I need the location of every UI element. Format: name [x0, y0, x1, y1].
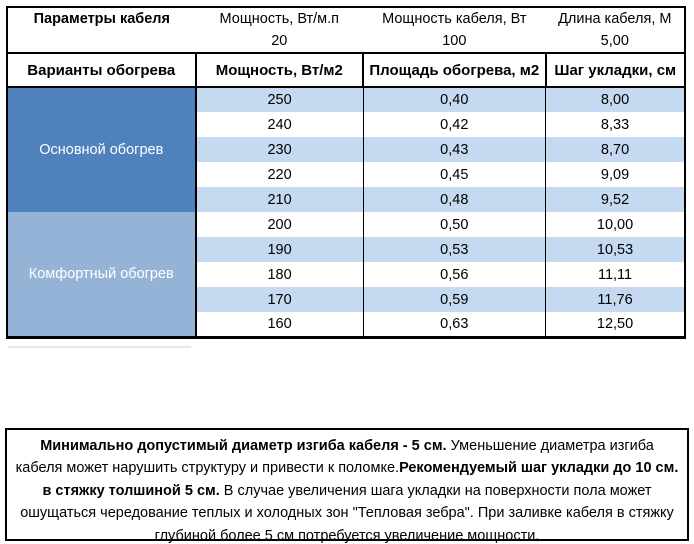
- cell-power: 170: [195, 287, 364, 312]
- note-segment-bold: Минимально допустимый диаметр изгиба каб…: [40, 438, 447, 454]
- cell-area: 0,45: [362, 162, 547, 187]
- cable-length-value: 5,00: [600, 33, 629, 49]
- table-row: 240 0,42 8,33: [7, 112, 686, 137]
- power-per-meter-header: Мощность, Вт/м.п: [219, 11, 340, 27]
- table-row: 180 0,56 11,11: [7, 262, 686, 287]
- power-per-meter-value: 20: [271, 33, 288, 49]
- cell-power: 200: [195, 212, 364, 237]
- header-power-density: Мощность, Вт/м2: [194, 52, 365, 88]
- cell-area: 0,56: [362, 262, 547, 287]
- cable-length-cell: Длина кабеля, М 5,00: [545, 7, 685, 54]
- cable-params-empty: [8, 30, 196, 52]
- table-row: 210 0,48 9,52: [7, 187, 686, 212]
- cell-power: 230: [195, 137, 364, 162]
- note-segment: В случае увеличения шага укладки на пове…: [20, 482, 674, 544]
- cable-params-cell: Параметры кабеля: [7, 7, 196, 54]
- cell-step: 10,53: [545, 237, 686, 262]
- cell-area: 0,63: [362, 312, 547, 337]
- note-block: Минимально допустимый диаметр изгиба каб…: [5, 428, 689, 544]
- cell-power: 210: [195, 187, 364, 212]
- group-label-comfort-heating: Комфортный обогрев: [6, 212, 197, 337]
- cell-area: 0,50: [362, 212, 547, 237]
- header-laying-step: Шаг укладки, см: [544, 52, 687, 88]
- header-heating-variants: Варианты обогрева: [6, 52, 197, 88]
- table-row: 170 0,59 11,76: [7, 287, 686, 312]
- table-row: 160 0,63 12,50: [7, 312, 686, 337]
- cable-params-row: Параметры кабеля Мощность, Вт/м.п 20 Мощ…: [7, 7, 685, 54]
- table-row: 220 0,45 9,09: [7, 162, 686, 187]
- cable-length-header: Длина кабеля, М: [558, 11, 672, 27]
- heating-cable-table: Параметры кабеля Мощность, Вт/м.п 20 Мощ…: [6, 6, 687, 339]
- power-per-meter-cell: Мощность, Вт/м.п 20: [195, 7, 364, 54]
- cell-step: 12,50: [545, 312, 686, 337]
- cell-step: 9,52: [545, 187, 686, 212]
- cell-power: 220: [195, 162, 364, 187]
- group-label-main-heating: Основной обогрев: [6, 87, 197, 212]
- column-header-row: Варианты обогрева Мощность, Вт/м2 Площад…: [6, 52, 687, 88]
- note-segment: Уменьшение диаметра изгиба кабеля может …: [15, 438, 654, 477]
- cell-area: 0,53: [362, 237, 547, 262]
- cell-area: 0,59: [362, 287, 547, 312]
- table-row: 230 0,43 8,70: [7, 137, 686, 162]
- cell-power: 250: [195, 87, 364, 112]
- cell-step: 8,00: [545, 87, 686, 112]
- cell-power: 160: [195, 312, 364, 337]
- cell-power: 180: [195, 262, 364, 287]
- cell-power: 190: [195, 237, 364, 262]
- header-heating-area: Площадь обогрева, м2: [362, 52, 547, 88]
- faint-divider-line: [8, 346, 191, 348]
- cell-area: 0,42: [362, 112, 547, 137]
- cell-step: 9,09: [545, 162, 686, 187]
- cable-power-value: 100: [442, 33, 467, 49]
- cable-power-header: Мощность кабеля, Вт: [382, 11, 527, 27]
- table-row: 190 0,53 10,53: [7, 237, 686, 262]
- cable-params-title: Параметры кабеля: [33, 11, 170, 27]
- table-row: Комфортный обогрев 200 0,50 10,00: [6, 212, 686, 337]
- cable-power-cell: Мощность кабеля, Вт 100: [363, 7, 546, 54]
- cell-area: 0,48: [362, 187, 547, 212]
- cell-step: 11,11: [545, 262, 686, 287]
- cell-power: 240: [195, 112, 364, 137]
- table-row: Основной обогрев 250 0,40 8,00: [6, 87, 686, 212]
- cell-area: 0,40: [362, 87, 547, 112]
- note-segment-bold: Рекомендуемый шаг укладки до 10 см. в ст…: [42, 460, 679, 499]
- cell-step: 10,00: [545, 212, 686, 237]
- cell-step: 11,76: [545, 287, 686, 312]
- cell-step: 8,70: [545, 137, 686, 162]
- cell-step: 8,33: [545, 112, 686, 137]
- cell-area: 0,43: [362, 137, 547, 162]
